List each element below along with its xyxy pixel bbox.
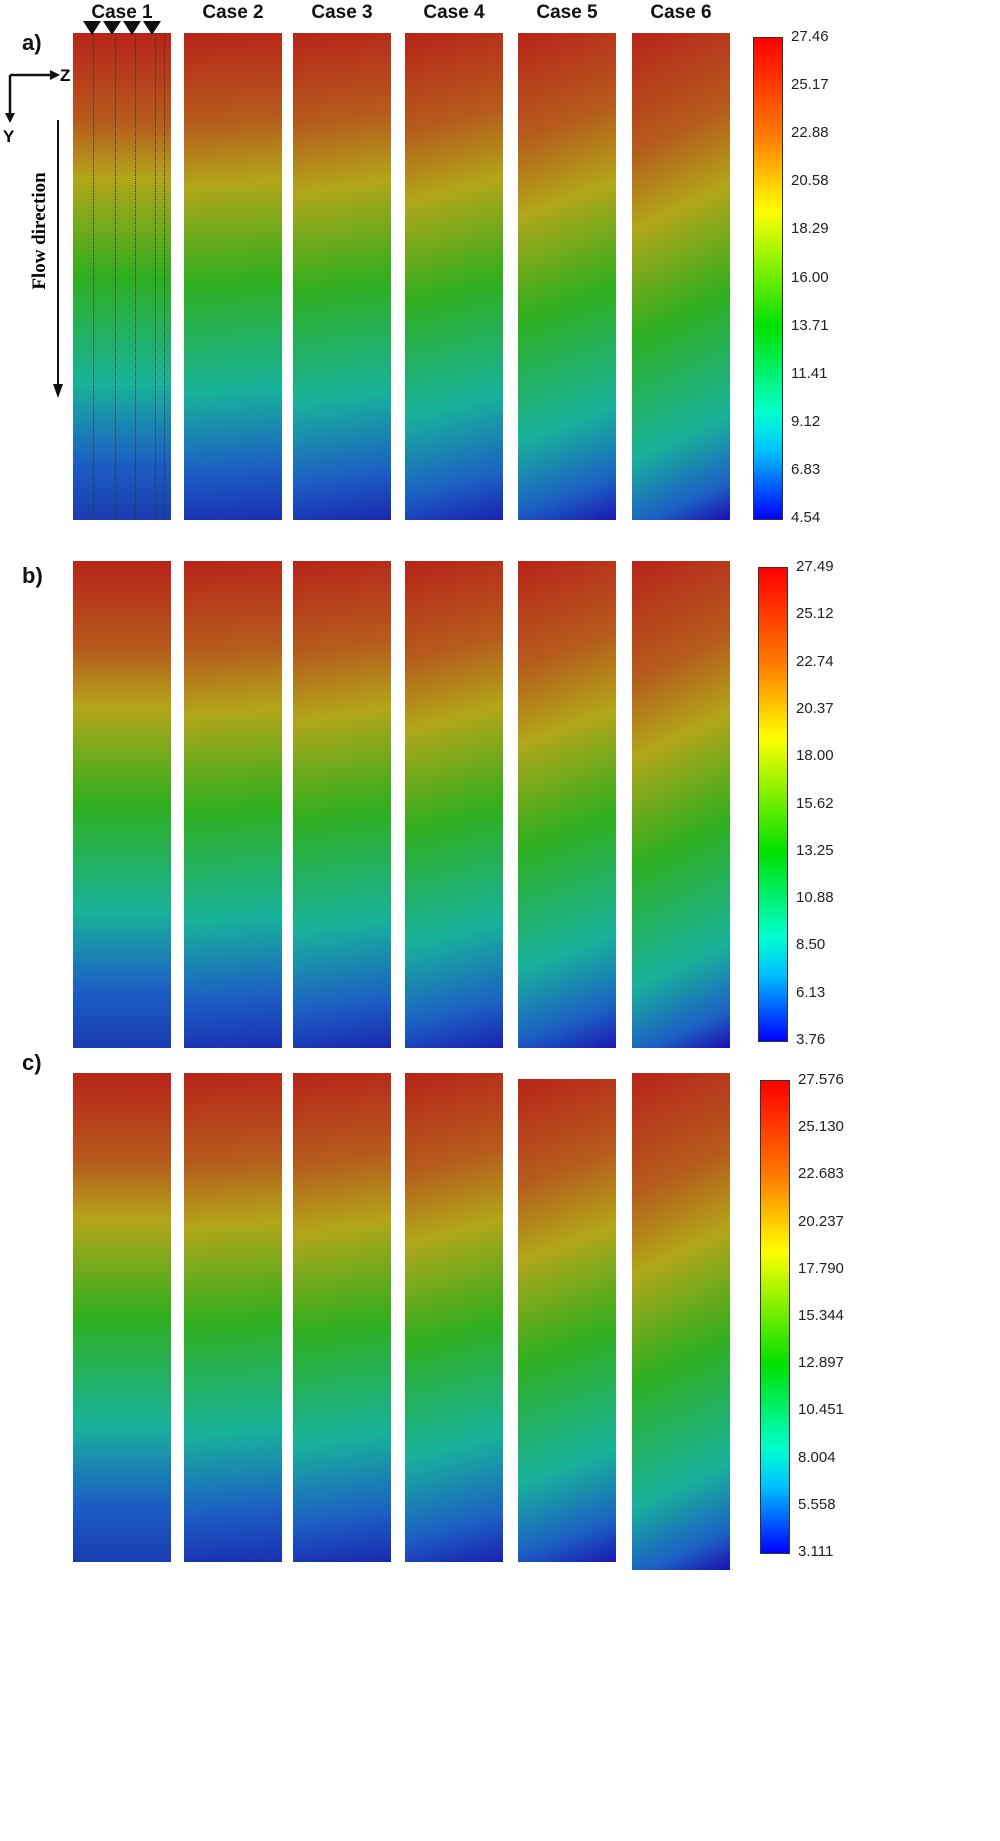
channel-line <box>135 33 136 520</box>
z-axis-label: Z <box>60 66 71 85</box>
colorbar-a <box>753 37 783 520</box>
colorbar-tick: 25.12 <box>796 605 834 623</box>
contour-c-case-5 <box>518 1079 616 1562</box>
colorbar-tick: 18.29 <box>791 220 829 238</box>
case-title-2: Case 2 <box>202 2 264 23</box>
axis-triad-icon <box>5 70 60 123</box>
case-title-4: Case 4 <box>423 2 485 23</box>
colorbar-tick: 15.344 <box>798 1307 844 1324</box>
channel-line <box>164 33 165 520</box>
colorbar-tick: 25.130 <box>798 1118 844 1136</box>
contour-a-case-4 <box>405 33 503 520</box>
row-label-b: b) <box>22 563 43 588</box>
colorbar-tick: 22.683 <box>798 1165 844 1183</box>
colorbar-tick: 3.76 <box>796 1031 826 1048</box>
colorbar-tick: 27.49 <box>796 558 834 575</box>
channel-line <box>93 33 94 520</box>
colorbar-tick: 12.897 <box>798 1354 844 1372</box>
colorbar-tick: 27.46 <box>791 28 829 45</box>
colorbar-tick: 15.62 <box>796 794 834 812</box>
colorbar-tick: 13.25 <box>796 841 834 859</box>
contour-c-case-6 <box>632 1073 730 1570</box>
inlet-arrow-icon <box>83 21 101 35</box>
colorbar-tick: 11.41 <box>791 364 828 382</box>
flow-arrow-icon <box>53 120 63 398</box>
y-axis-label: Y <box>3 127 15 146</box>
contour-b-case-2 <box>184 561 282 1048</box>
colorbar-b <box>758 567 788 1042</box>
colorbar-tick: 22.88 <box>791 124 829 142</box>
row-label-a: a) <box>22 30 42 55</box>
colorbar-tick: 13.71 <box>791 316 829 334</box>
colorbar-tick: 4.54 <box>791 509 821 526</box>
colorbar-tick: 16.00 <box>791 268 829 286</box>
colorbar-tick: 6.13 <box>796 983 826 1001</box>
case-title-5: Case 5 <box>536 2 598 23</box>
colorbar-tick: 20.37 <box>796 699 834 717</box>
channel-line <box>155 33 156 520</box>
colorbar-tick: 10.451 <box>798 1401 844 1419</box>
colorbar-tick: 18.00 <box>796 747 834 765</box>
contour-c-case-3 <box>293 1073 391 1562</box>
contour-b-case-4 <box>405 561 503 1048</box>
contour-a-case-5 <box>518 33 616 520</box>
contour-b-case-5 <box>518 561 616 1048</box>
contour-a-case-1 <box>73 21 171 520</box>
row-label-c: c) <box>22 1050 42 1075</box>
flow-direction-label: Flow direction <box>29 172 50 290</box>
colorbar-tick: 8.004 <box>798 1448 836 1466</box>
case-title-6: Case 6 <box>650 2 712 23</box>
case-title-3: Case 3 <box>311 2 373 23</box>
colorbar-tick: 25.17 <box>791 76 829 94</box>
colorbar-tick: 20.237 <box>798 1212 844 1230</box>
colorbar-tick: 20.58 <box>791 172 829 190</box>
inlet-arrow-icon <box>103 21 121 35</box>
contour-c-case-2 <box>184 1073 282 1562</box>
inlet-arrow-icon <box>143 21 161 35</box>
contour-a-case-6 <box>632 33 730 520</box>
contour-b-case-1 <box>73 561 171 1048</box>
inlet-arrow-icon <box>123 21 141 35</box>
colorbar-tick: 9.12 <box>791 412 821 430</box>
colorbar-tick: 17.790 <box>798 1259 844 1277</box>
contour-b-case-6 <box>632 561 730 1048</box>
contour-c-case-4 <box>405 1073 503 1562</box>
colorbar-c <box>760 1080 790 1554</box>
colorbar-tick: 6.83 <box>791 460 821 478</box>
contour-a-case-3 <box>293 33 391 520</box>
colorbar-tick: 3.111 <box>798 1543 834 1560</box>
colorbar-tick: 5.558 <box>798 1495 836 1513</box>
contour-b-case-3 <box>293 561 391 1048</box>
colorbar-tick: 10.88 <box>796 889 834 907</box>
channel-line <box>115 33 116 520</box>
colorbar-tick: 27.576 <box>798 1071 844 1088</box>
contour-a-case-2 <box>184 33 282 520</box>
colorbar-tick: 22.74 <box>796 652 834 670</box>
contour-c-case-1 <box>73 1073 171 1562</box>
colorbar-tick: 8.50 <box>796 936 826 954</box>
case-title-1: Case 1 <box>91 2 153 23</box>
